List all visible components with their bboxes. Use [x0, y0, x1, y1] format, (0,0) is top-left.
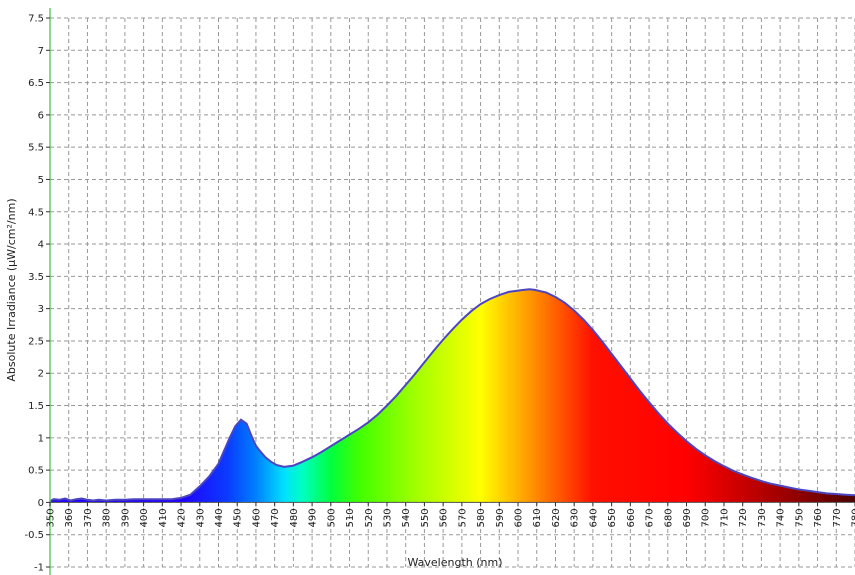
x-tick-label: 550: [420, 508, 431, 527]
x-tick-label: 410: [158, 508, 169, 527]
x-tick-label: 690: [682, 508, 693, 527]
y-tick-label: 3.5: [28, 272, 44, 283]
x-tick-label: 460: [251, 508, 262, 527]
x-tick-label: 630: [570, 508, 581, 527]
x-tick-label: 660: [626, 508, 637, 527]
spectrum-line: [49, 288, 855, 502]
y-axis: -1 -0.5 0 0.5 1 1.5 2 2.5 3 3.5 4 4.5 5 5.5 6 6.5 7 7.5: [24, 8, 51, 575]
x-tick-label: 610: [532, 508, 543, 527]
x-tick-label: 780: [851, 508, 855, 527]
x-tick-label: 770: [832, 508, 843, 527]
x-tick-label: 730: [757, 508, 768, 527]
x-tick-label: 450: [233, 508, 244, 527]
x-tick-label: 500: [326, 508, 337, 527]
y-axis-label: Absolute Irradiance (µW/cm²/nm): [5, 198, 18, 381]
y-tick-label: 6.5: [28, 78, 44, 89]
x-tick-label: 420: [177, 508, 188, 527]
x-tick-label: 650: [607, 508, 618, 527]
x-tick-label: 760: [813, 508, 824, 527]
spectrum-fill-layer: [49, 288, 855, 503]
y-tick-label: 6: [38, 110, 44, 121]
y-tick-label: 0: [38, 498, 44, 509]
y-tick-label: 5.5: [28, 143, 44, 154]
x-tick-label: 380: [102, 508, 113, 527]
x-tick-label: 510: [345, 508, 356, 527]
x-axis: 350 360 370 380 390 400 410 420 430 440 450 460 470 4…: [46, 501, 855, 528]
x-tick-label: 560: [439, 508, 450, 527]
x-tick-label: 430: [195, 508, 206, 527]
x-tick-label: 680: [663, 508, 674, 527]
y-tick-label: -0.5: [24, 530, 44, 541]
y-tick-label: 2.5: [28, 336, 44, 347]
x-tick-label: 600: [514, 508, 525, 527]
x-tick-label: 490: [308, 508, 319, 527]
x-tick-label: 570: [457, 508, 468, 527]
y-tick-label: 4: [38, 240, 44, 251]
x-tick-label: 700: [701, 508, 712, 527]
x-tick-label: 670: [645, 508, 656, 527]
y-tick-label: 1: [38, 433, 44, 444]
x-tick-label: 540: [401, 508, 412, 527]
x-tick-label: 400: [139, 508, 150, 527]
x-tick-label: 390: [120, 508, 131, 527]
y-tick-label: 4.5: [28, 207, 44, 218]
y-tick-label: 5: [38, 175, 44, 186]
x-tick-label: 720: [738, 508, 749, 527]
x-tick-label: 520: [364, 508, 375, 527]
x-tick-label: 530: [382, 508, 393, 527]
x-tick-label: 370: [83, 508, 94, 527]
x-tick-label: 590: [495, 508, 506, 527]
x-tick-label: 710: [719, 508, 730, 527]
x-tick-label: 740: [776, 508, 787, 527]
x-tick-label: 480: [289, 508, 300, 527]
y-tick-label: -1: [34, 563, 44, 574]
y-tick-label: 2: [38, 369, 44, 380]
y-tick-label: 7: [38, 46, 44, 57]
x-tick-label: 440: [214, 508, 225, 527]
x-axis-label: Wavelength (nm): [407, 556, 502, 569]
x-tick-label: 750: [794, 508, 805, 527]
x-tick-label: 580: [476, 508, 487, 527]
y-tick-label: 1.5: [28, 401, 44, 412]
y-tick-label: 7.5: [28, 14, 44, 25]
y-tick-label: 3: [38, 304, 44, 315]
spectrum-area: [50, 289, 855, 503]
y-tick-label: 0.5: [28, 466, 44, 477]
x-tick-label: 360: [64, 508, 75, 527]
x-tick-label: 350: [46, 508, 57, 527]
x-tick-label: 620: [551, 508, 562, 527]
x-tick-label: 470: [270, 508, 281, 527]
x-tick-label: 640: [588, 508, 599, 527]
